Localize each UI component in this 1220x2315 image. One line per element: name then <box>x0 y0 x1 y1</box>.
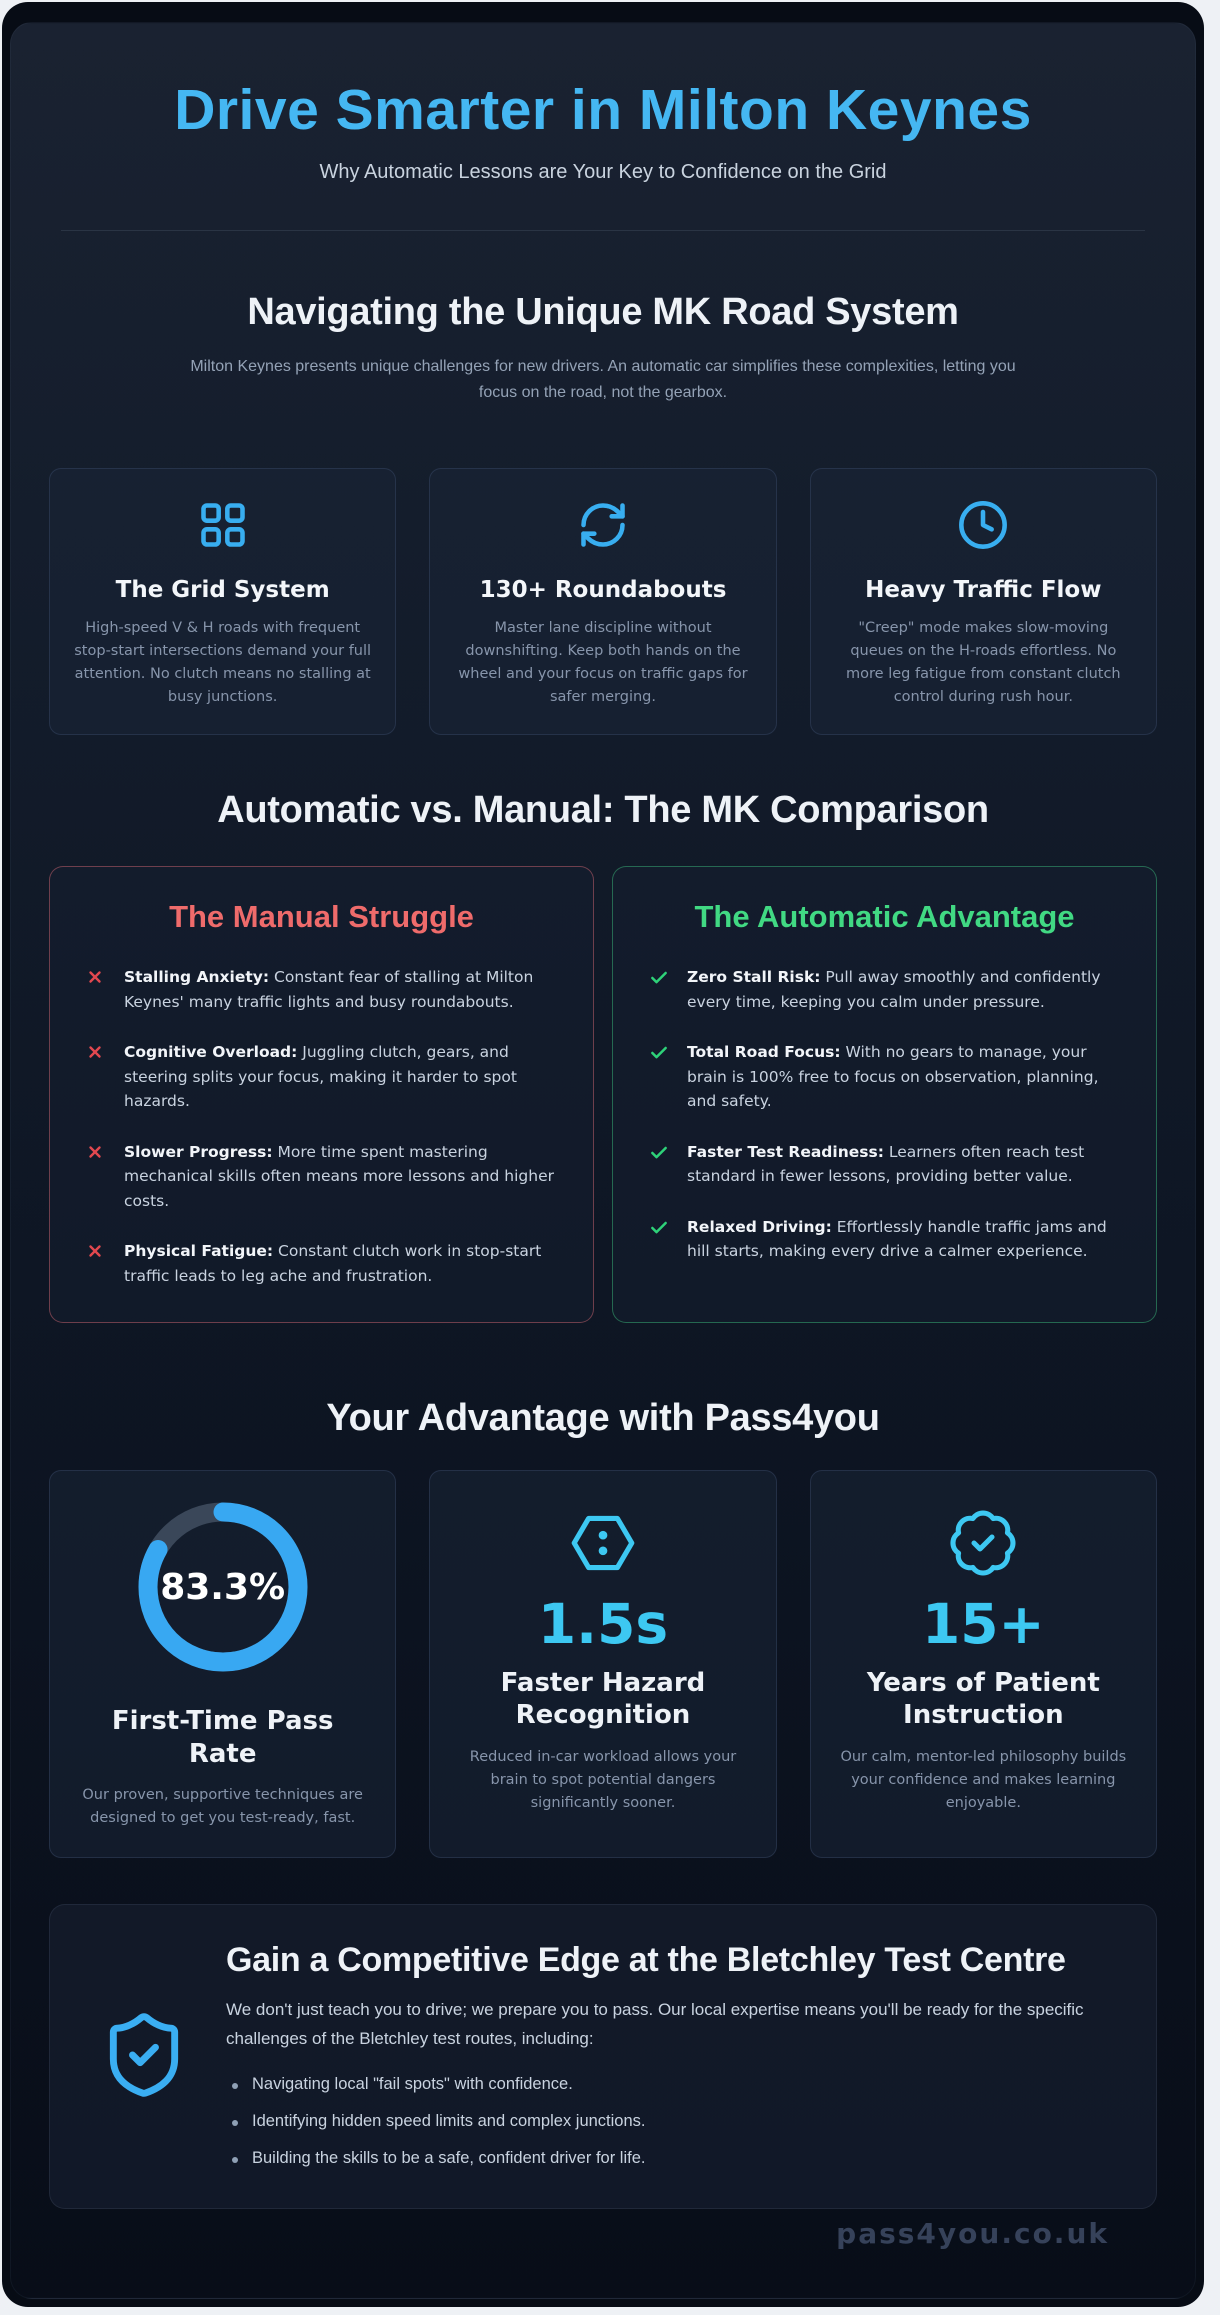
stat-value: 1.5s <box>537 1592 669 1657</box>
card-traffic-flow: Heavy Traffic Flow "Creep" mode makes sl… <box>809 467 1157 736</box>
item-text: Pull away smoothly and confidently every… <box>687 968 1101 1011</box>
grid-icon <box>74 499 371 555</box>
stat-text: Our calm, mentor-led philosophy builds y… <box>840 1748 1127 1811</box>
card-text: "Creep" mode makes slow-moving queues on… <box>846 619 1121 705</box>
bletchley-heading: Gain a Competitive Edge at the Bletchley… <box>226 1940 1066 1979</box>
item-label: Cognitive Overload: <box>124 1043 298 1062</box>
check-icon <box>649 1040 671 1113</box>
bletchley-content: Gain a Competitive Edge at the Bletchley… <box>226 1941 1110 2169</box>
manual-card-title: The Manual Struggle <box>169 899 474 935</box>
stat-text: Our proven, supportive techniques are de… <box>82 1787 363 1827</box>
card-text: High-speed V & H roads with frequent sto… <box>74 619 372 705</box>
list-item: Building the skills to be a safe, confid… <box>226 2149 1110 2168</box>
card-roundabouts: 130+ Roundabouts Master lane discipline … <box>429 467 777 736</box>
clock-icon <box>835 499 1132 555</box>
bletchley-panel: Gain a Competitive Edge at the Bletchley… <box>49 1903 1157 2210</box>
item-text: Constant fear of stalling at Milton Keyn… <box>124 968 534 1011</box>
manual-struggle-card: The Manual Struggle Stalling Anxiety: Co… <box>49 866 594 1324</box>
item-text: Learners often reach test standard in fe… <box>687 1142 1085 1186</box>
item-text: Constant clutch work in stop-start traff… <box>124 1242 542 1285</box>
pass-rate-value: 83.3% <box>160 1566 286 1608</box>
stat-years-instruction: 15+ Years of Patient Instruction Our cal… <box>809 1470 1157 1858</box>
shield-check-icon <box>96 2005 192 2105</box>
stat-text: Reduced in-car workload allows your brai… <box>469 1748 737 1811</box>
item-text: More time spent mastering mechanical ski… <box>124 1142 554 1210</box>
card-text: Master lane discipline without downshift… <box>458 619 748 705</box>
item-text: With no gears to manage, your brain is 1… <box>687 1043 1099 1111</box>
card-title: 130+ Roundabouts <box>479 576 727 603</box>
bletchley-intro: We don't just teach you to drive; we pre… <box>226 1999 1084 2048</box>
automatic-card-title: The Automatic Advantage <box>694 899 1075 935</box>
item-text: Effortlessly handle traffic jams and hil… <box>687 1217 1107 1261</box>
roundabout-icon <box>454 499 751 555</box>
item-label: Stalling Anxiety: <box>124 968 270 987</box>
pass-rate-donut: 83.3% <box>137 1501 309 1673</box>
stat-pass-rate: 83.3% First-Time Pass Rate Our proven, s… <box>49 1470 397 1858</box>
list-item: Relaxed Driving: Effortlessly handle tra… <box>649 1215 1120 1264</box>
list-item: Stalling Anxiety: Constant fear of stall… <box>86 965 557 1014</box>
check-icon <box>649 1140 671 1189</box>
stat-title: First-Time Pass Rate <box>111 1706 334 1769</box>
card-title: Heavy Traffic Flow <box>865 576 1102 603</box>
stats-row: 83.3% First-Time Pass Rate Our proven, s… <box>49 1470 1157 1858</box>
x-icon <box>86 1140 108 1213</box>
item-label: Faster Test Readiness: <box>687 1142 884 1161</box>
road-system-intro: Milton Keynes presents unique challenges… <box>190 358 1016 401</box>
list-item: Slower Progress: More time spent masteri… <box>86 1140 557 1213</box>
list-item: Total Road Focus: With no gears to manag… <box>649 1040 1120 1113</box>
list-item: Identifying hidden speed limits and comp… <box>226 2112 1110 2131</box>
check-icon <box>649 965 671 1014</box>
stat-hazard-recognition: 1.5s Faster Hazard Recognition Reduced i… <box>429 1470 777 1858</box>
list-item: Zero Stall Risk: Pull away smoothly and … <box>649 965 1120 1014</box>
comparison-row: The Manual Struggle Stalling Anxiety: Co… <box>49 866 1157 1324</box>
section-heading-road-system: Navigating the Unique MK Road System <box>247 291 959 333</box>
badge-check-icon <box>947 1507 1019 1583</box>
stat-value: 15+ <box>922 1592 1045 1657</box>
content-sheet: Drive Smarter in Milton Keynes Why Autom… <box>10 22 1196 2299</box>
card-title: The Grid System <box>115 576 330 603</box>
x-icon <box>86 1040 108 1113</box>
check-icon <box>649 1215 671 1264</box>
item-label: Total Road Focus: <box>687 1043 841 1062</box>
list-item: Cognitive Overload: Juggling clutch, gea… <box>86 1040 557 1113</box>
header-divider <box>61 230 1145 231</box>
stat-title: Years of Patient Instruction <box>866 1667 1100 1731</box>
section-heading-comparison: Automatic vs. Manual: The MK Comparison <box>217 789 989 832</box>
watermark: pass4you.co.uk <box>836 2217 1109 2251</box>
x-icon <box>86 1239 108 1288</box>
card-grid-system: The Grid System High-speed V & H roads w… <box>49 467 397 736</box>
list-item: Navigating local "fail spots" with confi… <box>226 2075 1110 2094</box>
hazard-hexagon-icon <box>567 1507 639 1583</box>
list-item: Physical Fatigue: Constant clutch work i… <box>86 1239 557 1288</box>
page-subtitle: Why Automatic Lessons are Your Key to Co… <box>319 161 887 183</box>
item-label: Physical Fatigue: <box>124 1242 274 1261</box>
item-label: Slower Progress: <box>124 1142 273 1161</box>
bletchley-bullets: Navigating local "fail spots" with confi… <box>226 2075 1110 2168</box>
item-text: Juggling clutch, gears, and steering spl… <box>124 1043 517 1111</box>
automatic-advantage-card: The Automatic Advantage Zero Stall Risk:… <box>612 866 1157 1324</box>
stat-title: Faster Hazard Recognition <box>500 1667 706 1731</box>
road-system-cards: The Grid System High-speed V & H roads w… <box>49 467 1157 736</box>
x-icon <box>86 965 108 1014</box>
section-heading-advantage: Your Advantage with Pass4you <box>326 1397 880 1440</box>
item-label: Zero Stall Risk: <box>687 968 821 987</box>
page-title: Drive Smarter in Milton Keynes <box>174 78 1032 142</box>
item-label: Relaxed Driving: <box>687 1217 832 1236</box>
list-item: Faster Test Readiness: Learners often re… <box>649 1140 1120 1189</box>
